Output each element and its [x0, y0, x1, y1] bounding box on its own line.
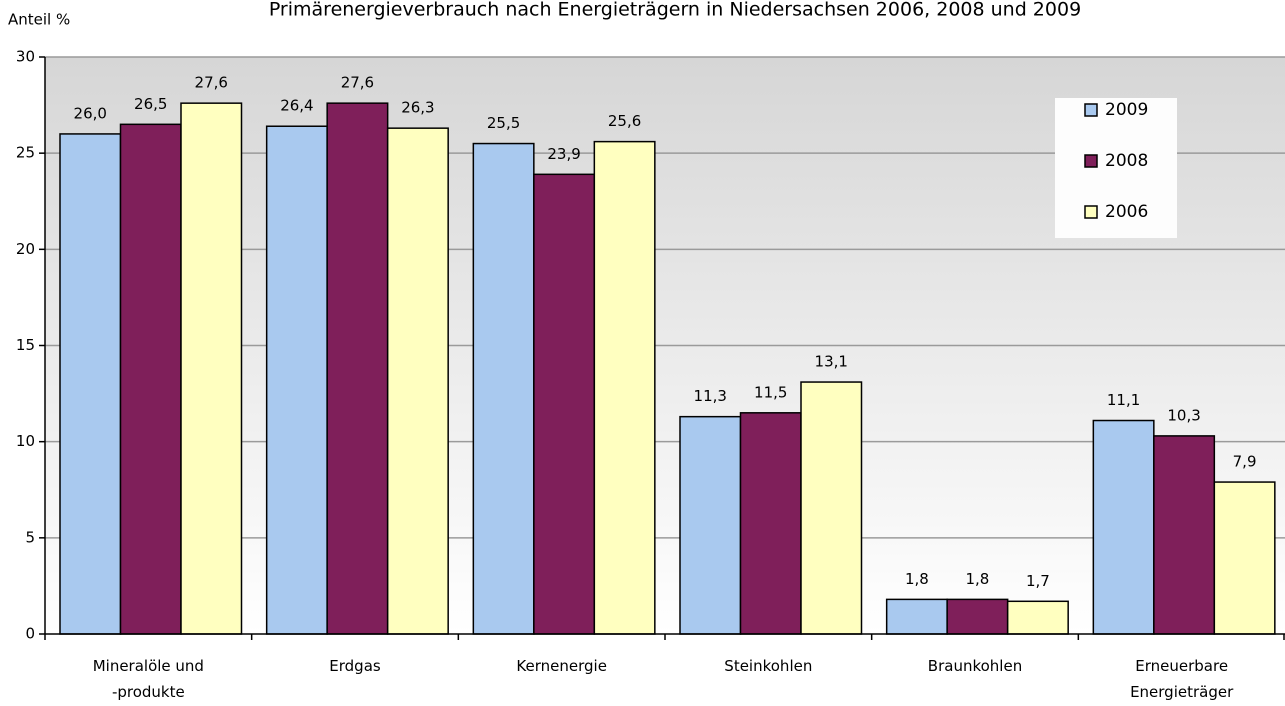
value-label: 25,6 [608, 112, 641, 130]
bar [265, 125, 328, 635]
value-label: 26,4 [280, 97, 313, 115]
bar [1153, 435, 1216, 635]
y-tick-label: 0 [25, 625, 35, 643]
bar [800, 381, 863, 635]
bar [1006, 600, 1069, 635]
bar [679, 415, 742, 635]
bar [1213, 481, 1276, 635]
chart-title: Primärenergieverbrauch nach Energieträge… [269, 0, 1081, 21]
value-label: 11,1 [1107, 391, 1140, 409]
bar [739, 412, 802, 635]
bar [533, 173, 596, 635]
y-tick-label: 10 [16, 432, 35, 450]
bar [180, 102, 243, 635]
legend-swatch [1084, 154, 1098, 168]
x-tick-label: Kernenergie [516, 657, 607, 675]
y-tick-label: 25 [16, 144, 35, 162]
bar [386, 127, 449, 635]
legend-label: 2006 [1105, 202, 1148, 222]
value-label: 26,0 [74, 104, 107, 122]
bar [593, 140, 656, 635]
x-tick-label: Mineralöle und -produkte [93, 657, 204, 701]
value-label: 26,5 [134, 95, 167, 113]
value-label: 25,5 [487, 114, 520, 132]
x-tick-label: Erdgas [329, 657, 381, 675]
x-tick-label: Erneuerbare Energieträger [1130, 657, 1234, 701]
x-tick-label: Braunkohlen [928, 657, 1022, 675]
value-label: 27,6 [195, 74, 228, 92]
value-label: 1,7 [1026, 572, 1050, 590]
value-label: 27,6 [341, 74, 374, 92]
bar [1092, 419, 1155, 635]
y-tick-label: 5 [25, 528, 35, 546]
value-label: 23,9 [547, 145, 580, 163]
y-axis-label: Anteil % [8, 11, 70, 29]
bar [119, 123, 182, 635]
value-label: 7,9 [1233, 453, 1257, 471]
bar [472, 142, 535, 635]
value-label: 11,3 [694, 387, 727, 405]
y-tick-label: 20 [16, 240, 35, 258]
value-label: 26,3 [401, 99, 434, 117]
legend-bg [1055, 98, 1177, 238]
legend-swatch [1084, 103, 1098, 117]
value-label: 10,3 [1167, 406, 1200, 424]
bar [326, 102, 389, 635]
bar [885, 598, 948, 635]
value-label: 13,1 [815, 353, 848, 371]
bar [946, 598, 1009, 635]
bar [59, 133, 122, 635]
legend-swatch [1084, 205, 1098, 219]
y-tick-label: 30 [16, 48, 35, 66]
value-label: 11,5 [754, 383, 787, 401]
legend-label: 2009 [1105, 100, 1148, 120]
value-label: 1,8 [905, 570, 929, 588]
y-tick-label: 15 [16, 336, 35, 354]
legend-label: 2008 [1105, 151, 1148, 171]
x-tick-label: Steinkohlen [724, 657, 812, 675]
value-label: 1,8 [965, 570, 989, 588]
